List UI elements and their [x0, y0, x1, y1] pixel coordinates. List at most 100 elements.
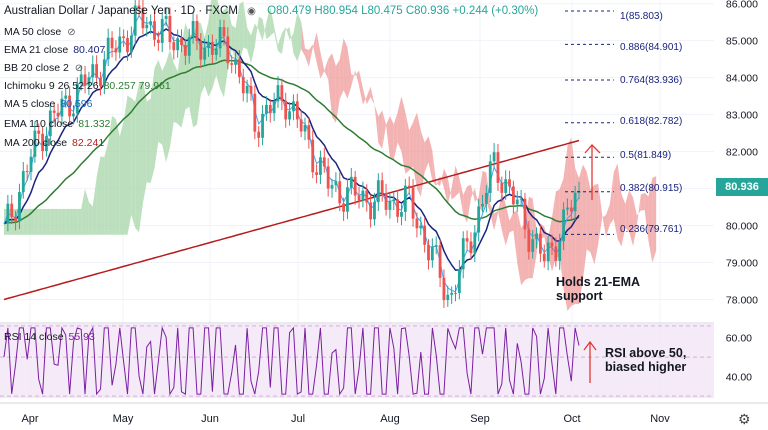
cloud-segment	[455, 165, 460, 197]
cloud-segment	[50, 208, 55, 235]
candle-body	[542, 253, 546, 262]
cloud-segment	[474, 187, 479, 207]
cloud-segment	[648, 177, 653, 263]
hidden-eye-icon[interactable]: ⊘	[74, 63, 84, 74]
cloud-segment	[69, 208, 74, 235]
cloud-segment	[324, 59, 329, 79]
candle-body	[396, 199, 400, 217]
candlesticks	[6, 0, 581, 308]
y-tick-label: 85.000	[726, 36, 758, 48]
fib-label-1: 1(85.803)	[620, 11, 663, 22]
candle-body	[400, 211, 403, 217]
legend-ma50[interactable]: MA 50 close ⊘	[4, 26, 76, 38]
cloud-segment	[413, 112, 417, 189]
candle-body	[18, 192, 21, 222]
candle-body	[546, 242, 550, 262]
candle-body	[573, 192, 577, 212]
legend-bb[interactable]: BB 20 close 2 ⊘	[4, 62, 83, 74]
candle-body	[326, 166, 330, 189]
cloud-segment	[250, 23, 255, 64]
gear-icon[interactable]: ⚙	[738, 411, 751, 427]
hidden-eye-icon[interactable]: ⊘	[67, 27, 76, 38]
candle-body	[365, 190, 369, 203]
candle-body	[241, 76, 245, 94]
cloud-segment	[389, 116, 394, 161]
legend-label: EMA 21 close	[4, 44, 69, 56]
x-tick-label: Nov	[650, 413, 670, 425]
legend-ma5[interactable]: MA 5 close 80.596	[4, 98, 92, 110]
cloud-segment	[359, 70, 363, 105]
candle-body	[380, 180, 384, 194]
cloud-segment	[362, 88, 367, 105]
y-tick-label: 82.000	[726, 147, 758, 159]
legend-ema110[interactable]: EMA 110 close 81.332	[4, 118, 110, 130]
cloud-segment	[189, 33, 194, 128]
cloud-segment	[374, 104, 379, 143]
candle-body	[376, 180, 380, 203]
candle-body	[523, 198, 527, 230]
cloud-segment	[277, 33, 282, 55]
candle-body	[288, 111, 291, 120]
candle-body	[21, 171, 25, 193]
legend-ma200[interactable]: MA 200 close 82.241	[4, 137, 104, 149]
legend-ichimoku[interactable]: Ichimoku 9 26 52 26 80.257 79.961	[4, 80, 171, 92]
candle-body	[145, 24, 149, 29]
rsi-legend[interactable]: RSI 14 close 55.93	[4, 331, 95, 343]
candle-body	[106, 37, 110, 60]
candle-body	[172, 42, 176, 51]
candle-body	[257, 131, 261, 138]
candle-body	[454, 292, 457, 294]
cloud-segment	[301, 21, 306, 57]
cloud-segment	[463, 186, 468, 223]
candle-body	[276, 85, 280, 102]
symbol-title[interactable]: Australian Dollar / Japanese Yen · 1D · …	[4, 5, 238, 17]
cloud-segment	[490, 203, 495, 231]
candle-body	[164, 16, 168, 19]
fib-label-0618: 0.618(82.782)	[620, 116, 683, 127]
candle-body	[187, 37, 191, 56]
candle-body	[303, 125, 307, 132]
y-tick-label: 83.000	[726, 110, 758, 122]
candle-body	[60, 98, 64, 117]
cloud-segment	[119, 121, 124, 235]
candle-body	[338, 181, 342, 204]
eye-icon[interactable]: ◉	[247, 6, 256, 17]
cloud-segment	[34, 208, 39, 235]
cloud-segment	[104, 142, 109, 235]
candle-body	[469, 241, 473, 254]
cloud-segment	[328, 53, 333, 117]
cloud-segment	[281, 27, 286, 55]
cloud-segment	[123, 95, 128, 235]
candle-body	[203, 47, 207, 60]
cloud-segment	[405, 111, 410, 174]
cloud-segment	[100, 156, 105, 235]
legend-ema21[interactable]: EMA 21 close 80.407	[4, 44, 105, 56]
candle-body	[504, 179, 508, 193]
cloud-segment	[339, 38, 344, 99]
x-tick-label: Oct	[563, 413, 580, 425]
candle-body	[261, 113, 264, 138]
candle-body	[423, 225, 427, 245]
candle-body	[484, 192, 488, 204]
candle-body	[330, 185, 334, 189]
cloud-segment	[81, 188, 86, 235]
cloud-segment	[212, 0, 217, 89]
cloud-segment	[77, 208, 82, 235]
cloud-segment	[65, 208, 70, 235]
cloud-segment	[231, 24, 236, 60]
candle-body	[64, 95, 68, 99]
fib-label-0886: 0.886(84.901)	[620, 42, 683, 53]
cloud-segment	[613, 163, 618, 239]
candle-body	[195, 21, 199, 42]
candle-body	[392, 199, 396, 202]
rsi-value: 55.93	[68, 331, 95, 343]
candle-body	[91, 64, 95, 78]
candle-body	[407, 185, 411, 188]
candle-body	[334, 181, 338, 186]
candle-body	[214, 48, 218, 55]
candle-body	[234, 59, 237, 65]
cloud-segment	[571, 137, 576, 306]
cloud-segment	[320, 52, 325, 79]
candle-body	[315, 172, 318, 175]
